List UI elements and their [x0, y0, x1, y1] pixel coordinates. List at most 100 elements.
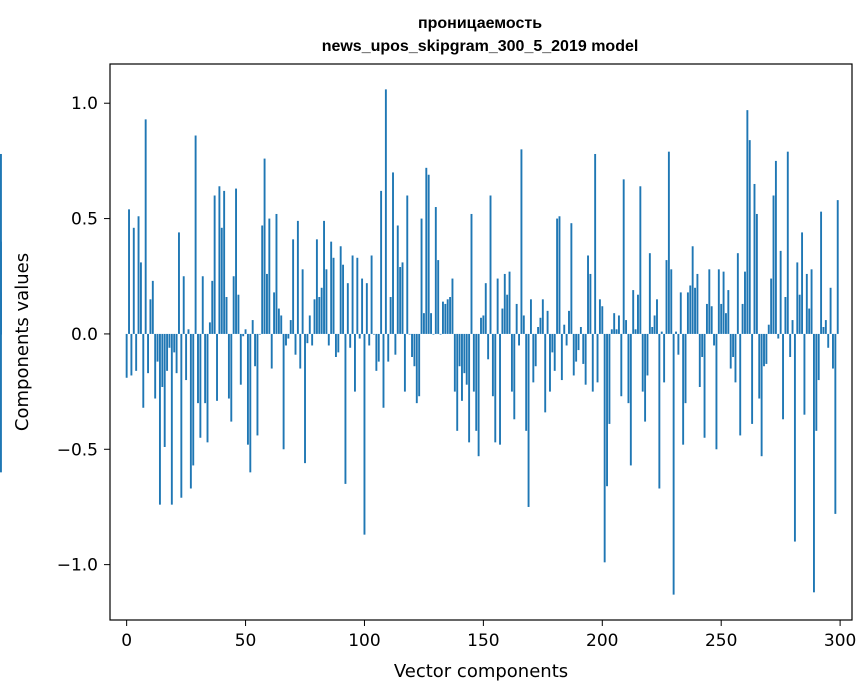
bar	[299, 333, 302, 369]
bar	[589, 273, 592, 334]
bar	[437, 260, 440, 334]
bar	[560, 333, 563, 381]
bar	[682, 333, 685, 445]
bar	[553, 333, 556, 371]
bar	[142, 333, 145, 408]
bar	[427, 174, 430, 334]
bar	[610, 329, 613, 334]
bar	[453, 333, 456, 392]
bar	[729, 333, 732, 369]
bar	[170, 333, 173, 505]
bar	[656, 299, 658, 334]
bar	[465, 333, 468, 385]
bar	[268, 218, 271, 334]
bar	[782, 333, 784, 420]
bar	[244, 329, 247, 334]
bar	[820, 211, 823, 334]
bar	[829, 287, 832, 334]
bar	[803, 333, 806, 415]
x-tick-label: 150	[467, 631, 499, 651]
bar	[173, 333, 176, 353]
bar	[237, 294, 240, 334]
chart-subtitle: news_upos_skipgram_300_5_2019 model	[322, 38, 639, 55]
bar	[373, 333, 375, 335]
bar	[501, 308, 504, 334]
bar	[793, 333, 796, 542]
bar	[813, 333, 815, 593]
bar	[344, 333, 347, 484]
bar	[189, 333, 192, 489]
bar	[665, 260, 668, 334]
bar-series	[0, 89, 839, 595]
bar	[503, 273, 506, 334]
bar	[168, 333, 171, 348]
bar	[463, 333, 466, 374]
bar	[132, 227, 135, 334]
bar	[513, 333, 516, 420]
bar	[208, 322, 211, 334]
bar	[211, 280, 214, 334]
bar	[406, 195, 409, 334]
bar	[544, 333, 547, 413]
bar	[216, 333, 218, 401]
bar	[558, 216, 561, 334]
bar	[375, 333, 378, 371]
x-axis-ticks: 0 50 100 150 200 250 300	[121, 620, 856, 651]
bar	[472, 333, 475, 392]
bar	[579, 327, 582, 334]
bar	[399, 267, 402, 334]
chart-title: проницаемость	[418, 15, 542, 32]
plot-frame	[109, 63, 853, 621]
bar	[620, 333, 623, 397]
bar	[351, 255, 354, 334]
bar	[708, 269, 711, 334]
bar	[710, 306, 713, 334]
bar	[301, 269, 304, 334]
bar	[461, 333, 463, 401]
bar	[646, 333, 649, 376]
bar	[175, 333, 178, 374]
bar	[365, 283, 368, 334]
bar	[499, 333, 501, 445]
bar	[748, 140, 751, 334]
bar	[273, 292, 276, 334]
bar	[603, 333, 606, 563]
bar	[684, 333, 687, 404]
bar	[147, 333, 149, 374]
bar	[311, 333, 314, 346]
x-tick-label: 300	[824, 631, 856, 651]
bar	[475, 333, 478, 431]
bar	[422, 313, 425, 334]
bar	[199, 333, 202, 438]
bar	[411, 333, 413, 357]
bar	[256, 333, 259, 436]
bar	[565, 333, 568, 346]
bar	[0, 153, 2, 334]
bar	[266, 273, 268, 334]
bar	[746, 110, 749, 334]
bar	[801, 232, 804, 334]
x-axis-label: Vector components	[394, 661, 568, 682]
bar	[525, 333, 528, 431]
bar	[346, 283, 349, 334]
bar	[408, 333, 411, 335]
bar	[277, 308, 280, 334]
bar	[254, 333, 257, 367]
bar	[442, 301, 444, 334]
bar	[715, 333, 718, 450]
bar	[701, 333, 704, 357]
bar	[484, 283, 487, 334]
y-tick-label: −1.0	[57, 556, 98, 576]
bar	[739, 333, 742, 436]
bar	[606, 333, 608, 487]
bar	[330, 241, 333, 334]
bar	[660, 331, 663, 334]
bar	[744, 271, 746, 334]
bar	[527, 333, 530, 507]
bar	[230, 333, 233, 422]
bar	[677, 333, 680, 355]
bar	[494, 333, 497, 443]
bar	[725, 313, 727, 334]
bar	[282, 333, 285, 450]
bar	[149, 299, 152, 334]
